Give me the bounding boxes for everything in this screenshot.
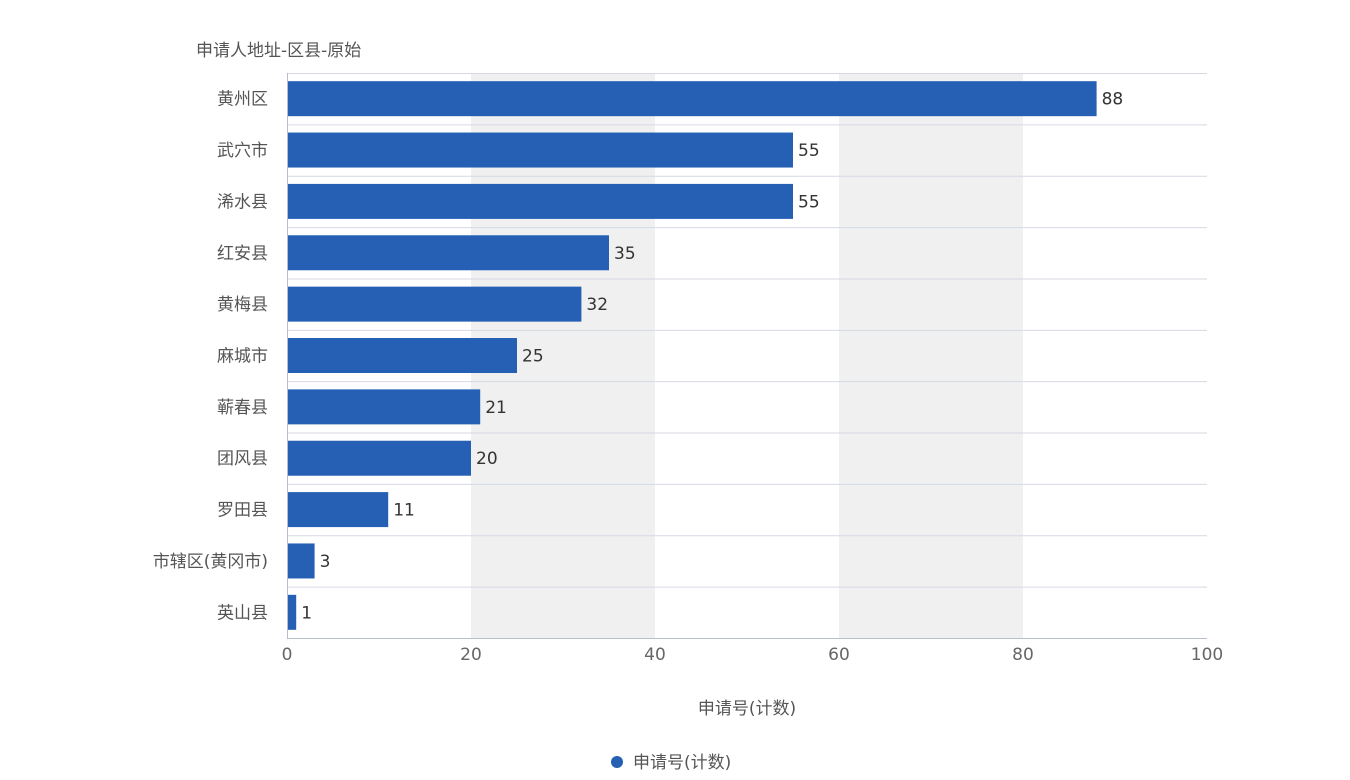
value-label: 35: [614, 244, 636, 264]
value-label: 11: [393, 501, 415, 521]
legend-label: 申请号(计数): [633, 753, 731, 773]
value-label: 55: [798, 192, 820, 212]
value-label: 21: [485, 398, 507, 418]
x-tick-labels: 0 20 40 60 80 100: [282, 645, 1224, 665]
category-label: 罗田县: [217, 501, 268, 521]
bars: [287, 81, 1097, 630]
value-label: 20: [476, 449, 498, 469]
bar[interactable]: [287, 543, 315, 579]
bar[interactable]: [287, 594, 297, 630]
x-tick-label: 100: [1191, 645, 1223, 665]
legend[interactable]: 申请号(计数): [611, 753, 731, 773]
x-tick-label: 40: [644, 645, 666, 665]
bar[interactable]: [287, 389, 481, 425]
background-band: [839, 73, 1023, 638]
bar[interactable]: [287, 235, 609, 271]
x-tick-label: 80: [1012, 645, 1034, 665]
category-label: 麻城市: [217, 347, 268, 367]
x-tick-label: 60: [828, 645, 850, 665]
category-label: 团风县: [217, 449, 268, 469]
x-tick-label: 20: [460, 645, 482, 665]
category-label: 蕲春县: [217, 398, 268, 418]
value-label: 32: [586, 295, 608, 315]
category-label: 市辖区(黄冈市): [153, 552, 268, 572]
bar[interactable]: [287, 492, 389, 528]
bar[interactable]: [287, 132, 793, 168]
value-label: 55: [798, 141, 820, 161]
bar[interactable]: [287, 286, 582, 322]
category-label: 浠水县: [217, 192, 268, 212]
value-label: 25: [522, 347, 544, 367]
legend-marker-icon: [611, 756, 623, 768]
value-labels: 88 55 55 35 32 25 21 20 11 3 1: [301, 90, 1123, 624]
category-label: 红安县: [217, 244, 268, 264]
x-tick-label: 0: [282, 645, 293, 665]
category-label: 武穴市: [217, 141, 268, 161]
gridlines: [287, 73, 1207, 588]
category-label: 英山县: [217, 603, 268, 623]
category-label: 黄梅县: [217, 295, 268, 315]
x-axis-title: 申请号(计数): [698, 699, 796, 719]
bar[interactable]: [287, 338, 517, 373]
y-axis-title: 申请人地址-区县-原始: [196, 41, 361, 61]
bar[interactable]: [287, 81, 1097, 117]
bar[interactable]: [287, 440, 471, 476]
bar[interactable]: [287, 183, 793, 219]
category-label: 黄州区: [217, 90, 268, 110]
value-label: 88: [1102, 90, 1124, 110]
value-label: 3: [320, 552, 331, 572]
value-label: 1: [301, 603, 312, 623]
